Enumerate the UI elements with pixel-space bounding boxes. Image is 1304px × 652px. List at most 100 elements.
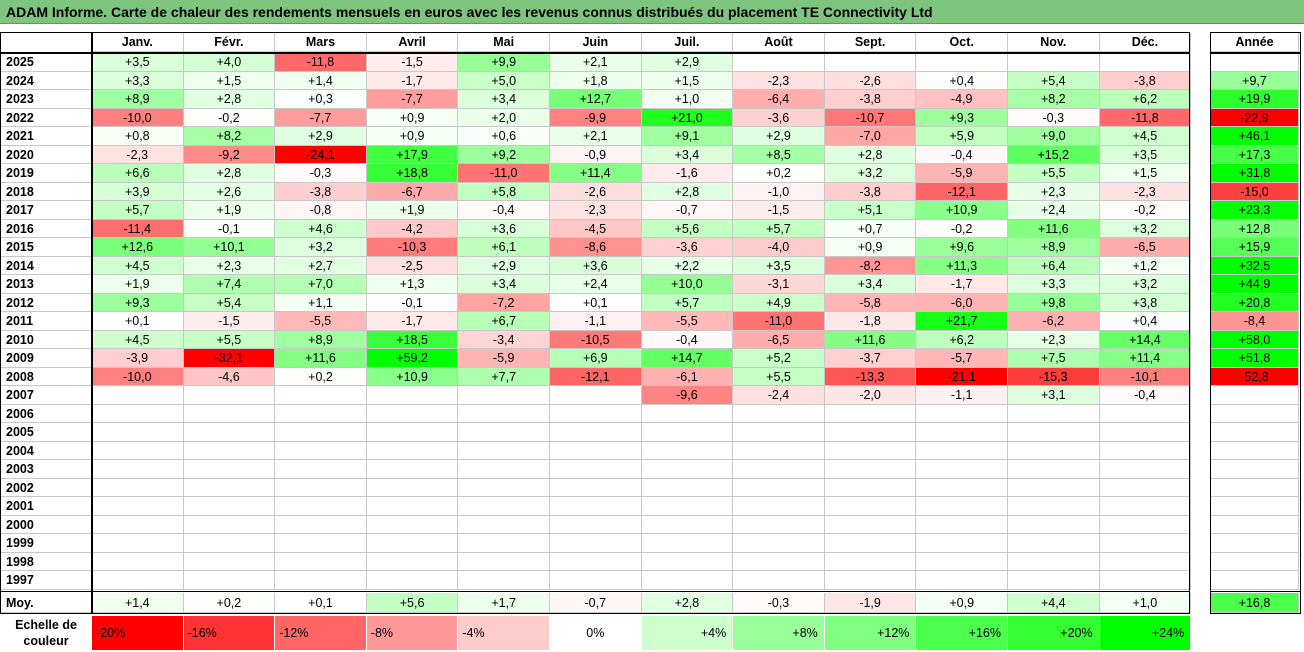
heatmap-cell: -0,1 xyxy=(366,293,459,312)
heatmap-cell: -1,0 xyxy=(733,182,825,201)
heatmap-cell: -6,0 xyxy=(916,293,1008,312)
heatmap-cell xyxy=(916,534,1008,553)
heatmap-cell: +11,6 xyxy=(275,349,367,368)
month-header-oct: Oct. xyxy=(916,33,1008,52)
page-title: ADAM Informe. Carte de chaleur des rende… xyxy=(0,0,1304,24)
heatmap-cell: +9,6 xyxy=(916,238,1008,257)
heatmap-cell xyxy=(275,571,367,590)
heatmap-cell: +2,3 xyxy=(1008,182,1100,201)
heatmap-cell: -0,8 xyxy=(275,201,367,220)
heatmap-cell: -0,3 xyxy=(275,164,367,183)
heatmap-cell: +5,2 xyxy=(733,349,825,368)
heatmap-cell: +5,9 xyxy=(916,127,1008,146)
heatmap-cell: -5,5 xyxy=(275,312,367,331)
heatmap-cell xyxy=(1008,571,1100,590)
year-label: 2012 xyxy=(0,294,92,312)
heatmap-cell xyxy=(824,534,917,553)
color-scale-step: -16% xyxy=(183,616,276,650)
heatmap-cell xyxy=(183,478,276,497)
heatmap-cell xyxy=(92,571,184,590)
heatmap-cell xyxy=(1099,534,1192,553)
annual-cell xyxy=(1211,552,1299,571)
heatmap-cell: +3,9 xyxy=(92,182,184,201)
heatmap-cell: -7,0 xyxy=(824,127,917,146)
heatmap-cell xyxy=(366,534,459,553)
heatmap-cell: -1,1 xyxy=(916,386,1008,405)
heatmap-cell: +1,2 xyxy=(1099,256,1192,275)
heatmap-cell: +0,3 xyxy=(275,90,367,109)
heatmap-cell: -12,1 xyxy=(550,367,642,386)
year-label: 2021 xyxy=(0,127,92,146)
heatmap-cell xyxy=(92,478,184,497)
heatmap-cell: +8,9 xyxy=(92,90,184,109)
heatmap-cell xyxy=(458,423,550,442)
month-header-avril: Avril xyxy=(366,33,459,52)
heatmap-cell: -10,1 xyxy=(1099,367,1192,386)
heatmap-cell: -6,4 xyxy=(733,90,825,109)
heatmap-cell xyxy=(550,478,642,497)
annual-cell: +58,0 xyxy=(1211,330,1299,349)
heatmap-cell: +7,7 xyxy=(458,367,550,386)
heatmap-cell: +21,0 xyxy=(641,108,734,127)
color-scale-label: Echelle de couleur xyxy=(15,618,77,648)
heatmap-cell xyxy=(824,441,917,460)
heatmap-cell xyxy=(824,460,917,479)
color-scale-step: 0% xyxy=(550,616,642,650)
heatmap-cell: +5,5 xyxy=(733,367,825,386)
heatmap-cell: +0,2 xyxy=(733,164,825,183)
heatmap-cell xyxy=(1008,423,1100,442)
heatmap-cell: +5,4 xyxy=(183,293,276,312)
heatmap-cell xyxy=(1099,53,1192,72)
heatmap-cell: +1,9 xyxy=(92,275,184,294)
heatmap-cell: +10,0 xyxy=(641,275,734,294)
heatmap-cell: +2,9 xyxy=(458,256,550,275)
annual-cell xyxy=(1211,441,1299,460)
heatmap-cell: +10,9 xyxy=(916,201,1008,220)
heatmap-cell xyxy=(916,478,1008,497)
annual-cell: +20,8 xyxy=(1211,293,1299,312)
heatmap-cell xyxy=(733,478,825,497)
heatmap-cell xyxy=(733,515,825,534)
heatmap-cell: +6,9 xyxy=(550,349,642,368)
heatmap-cell xyxy=(1099,552,1192,571)
heatmap-cell xyxy=(183,571,276,590)
average-label: Moy. xyxy=(0,593,92,613)
heatmap-cell xyxy=(92,386,184,405)
heatmap-cell: -3,8 xyxy=(1099,71,1192,90)
average-cell: +5,6 xyxy=(366,592,459,613)
heatmap-cell: +0,4 xyxy=(1099,312,1192,331)
heatmap-cell xyxy=(733,534,825,553)
heatmap-cell xyxy=(733,571,825,590)
heatmap-cell xyxy=(183,404,276,423)
heatmap-cell: +2,4 xyxy=(550,275,642,294)
year-label: 2003 xyxy=(0,460,92,479)
month-header-mai: Mai xyxy=(458,33,550,52)
heatmap-cell: +2,7 xyxy=(275,256,367,275)
heatmap-cell xyxy=(733,53,825,72)
heatmap-cell: +2,8 xyxy=(824,145,917,164)
heatmap-cell xyxy=(1099,497,1192,516)
heatmap-cell xyxy=(92,404,184,423)
heatmap-cell: +2,1 xyxy=(550,127,642,146)
heatmap-cell: +2,8 xyxy=(183,90,276,109)
heatmap-cell: +14,7 xyxy=(641,349,734,368)
year-label: 2005 xyxy=(0,423,92,442)
heatmap-cell: -7,7 xyxy=(366,90,459,109)
heatmap-cell xyxy=(1008,460,1100,479)
heatmap-cell xyxy=(641,423,734,442)
year-label: 2022 xyxy=(0,109,92,127)
heatmap-cell xyxy=(1099,404,1192,423)
heatmap-cell: +10,1 xyxy=(183,238,276,257)
heatmap-cell: +2,9 xyxy=(733,127,825,146)
heatmap-cell xyxy=(641,571,734,590)
year-label: 2013 xyxy=(0,275,92,294)
heatmap-cell: +18,8 xyxy=(366,164,459,183)
heatmap-cell: +4,5 xyxy=(1099,127,1192,146)
heatmap-cell xyxy=(1099,423,1192,442)
average-cell: +2,8 xyxy=(641,592,734,613)
heatmap-cell xyxy=(183,497,276,516)
heatmap-cell xyxy=(92,460,184,479)
heatmap-cell xyxy=(641,404,734,423)
heatmap-cell: +3,5 xyxy=(1099,145,1192,164)
heatmap-cell xyxy=(92,552,184,571)
